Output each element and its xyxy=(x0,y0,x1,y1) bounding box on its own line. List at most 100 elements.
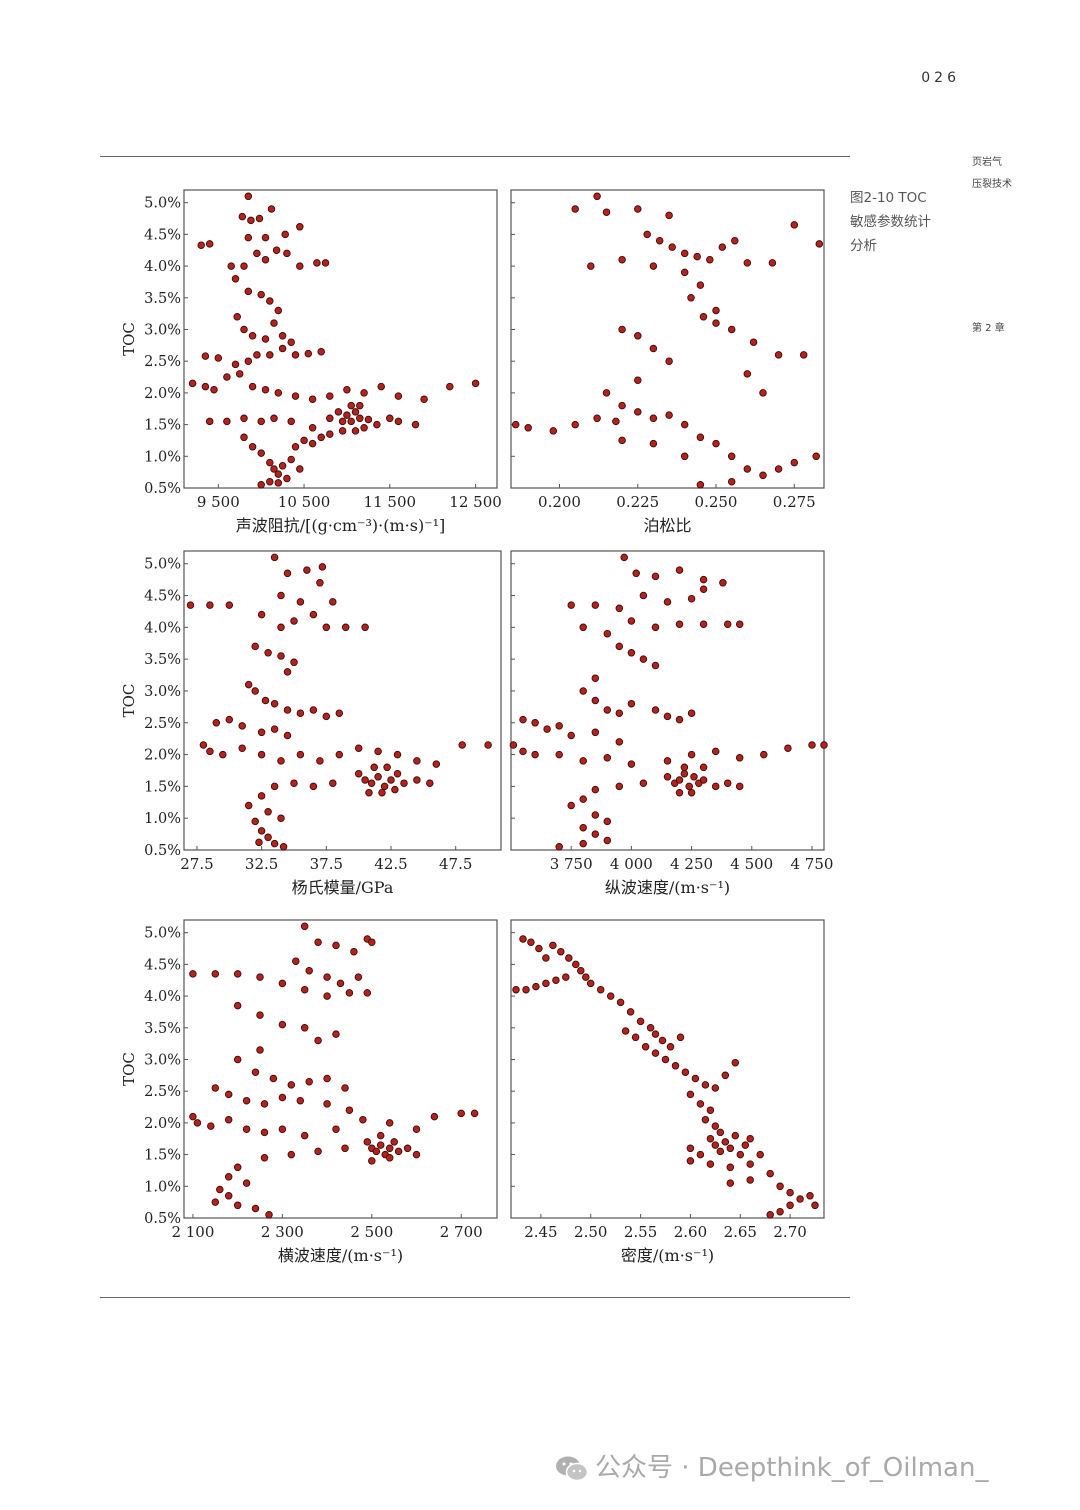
page-number: 026 xyxy=(921,70,960,86)
scatter-point xyxy=(351,408,360,416)
scatter-point xyxy=(676,1033,685,1042)
scatter-point xyxy=(651,1049,660,1057)
scatter-point xyxy=(341,1084,349,1092)
scatter-point xyxy=(274,306,283,315)
y-axis-label: TOC xyxy=(120,684,138,718)
scatter-point xyxy=(412,1125,421,1133)
y-tick-label: 1.5% xyxy=(144,779,181,795)
scatter-plot-youngs: 0.5% 1.0% 1.5% 2.0% 2.5% 3.0% 3.5% 4.0% 4.5% 5.0%… xyxy=(120,550,502,897)
scatter-point xyxy=(391,785,399,794)
figure-caption: 图2-10 TOC 敏感参数统计 分析 xyxy=(850,186,950,258)
scatter-point xyxy=(296,465,304,473)
scatter-point xyxy=(257,750,266,759)
scatter-point xyxy=(287,417,295,426)
scatter-point xyxy=(322,712,331,721)
y-tick-label: 1.5% xyxy=(144,418,181,434)
scatter-point xyxy=(323,1074,331,1083)
scatter-point xyxy=(711,1084,720,1092)
scatter-point xyxy=(292,957,300,965)
scatter-point xyxy=(287,1150,296,1159)
scatter-point xyxy=(244,192,253,201)
scatter-point xyxy=(251,1068,260,1076)
scatter-point xyxy=(413,757,421,765)
scatter-point xyxy=(303,566,311,574)
scatter-point xyxy=(383,763,391,772)
scatter-point xyxy=(743,465,752,473)
scatter-point xyxy=(701,1115,710,1124)
scatter-point xyxy=(224,1173,233,1181)
scatter-point xyxy=(687,709,696,717)
scatter-point xyxy=(277,591,285,600)
scatter-point xyxy=(519,747,527,756)
scatter-point xyxy=(759,389,767,397)
scatter-point xyxy=(305,966,313,975)
scatter-point xyxy=(270,553,279,562)
scatter-point xyxy=(283,731,292,740)
scatter-point xyxy=(799,351,808,359)
x-tick-label: 9 500 xyxy=(197,493,240,511)
scatter-point xyxy=(244,801,253,810)
scatter-point xyxy=(562,973,570,981)
scatter-point xyxy=(370,763,378,772)
y-tick-label: 4.0% xyxy=(144,620,181,636)
scatter-point xyxy=(685,782,693,791)
x-tick-label: 2 300 xyxy=(261,1223,304,1241)
scatter-point xyxy=(555,750,563,759)
x-tick-label: 4 250 xyxy=(670,855,713,873)
scatter-point xyxy=(257,417,265,426)
scatter-point xyxy=(411,420,420,429)
scatter-point xyxy=(593,192,601,201)
scatter-point xyxy=(308,439,317,448)
running-header: 页岩气 压裂技术 xyxy=(972,152,1012,196)
x-axis-label: 密度/(m·s⁻¹) xyxy=(621,1246,714,1265)
x-tick-label: 2.45 xyxy=(524,1223,557,1241)
scatter-point xyxy=(555,843,563,851)
y-tick-label: 2.0% xyxy=(144,748,181,764)
scatter-point xyxy=(199,741,208,749)
scatter-point xyxy=(296,750,305,759)
scatter-point xyxy=(314,1147,322,1156)
scatter-point xyxy=(668,243,676,251)
scatter-point xyxy=(512,985,520,994)
y-tick-label: 2.5% xyxy=(144,716,181,732)
scatter-point xyxy=(631,1033,640,1042)
scatter-point xyxy=(615,782,624,791)
scatter-point xyxy=(300,922,309,931)
scatter-point xyxy=(557,947,565,956)
scatter-point xyxy=(603,629,612,638)
scatter-point xyxy=(283,249,291,258)
plot-frame xyxy=(183,919,498,1219)
scatter-point xyxy=(260,1154,269,1162)
scatter-point xyxy=(270,465,278,473)
scatter-point xyxy=(626,1008,635,1016)
scatter-point xyxy=(290,658,298,667)
scatter-point xyxy=(712,306,720,315)
scatter-point xyxy=(265,1211,273,1219)
scatter-point xyxy=(189,970,197,978)
scatter-point xyxy=(261,385,270,394)
scatter-point xyxy=(634,376,642,384)
scatter-point xyxy=(361,623,369,632)
scatter-point xyxy=(318,563,327,571)
scatter-point xyxy=(531,750,539,759)
scatter-point xyxy=(681,1068,690,1076)
scatter-point xyxy=(211,1198,220,1206)
scatter-point xyxy=(579,623,587,632)
scatter-point xyxy=(266,297,274,305)
scatter-point xyxy=(579,757,587,765)
scatter-point xyxy=(535,944,543,953)
scatter-point xyxy=(197,241,205,249)
scatter-point xyxy=(680,769,689,778)
scatter-point xyxy=(377,382,385,391)
scatter-point xyxy=(233,1055,242,1064)
scatter-point xyxy=(696,481,705,489)
scatter-point xyxy=(224,1115,233,1124)
scatter-point xyxy=(711,1141,720,1149)
scatter-point xyxy=(345,1106,354,1114)
scatter-point xyxy=(567,601,575,609)
scatter-point xyxy=(675,566,684,574)
scatter-point xyxy=(256,1046,264,1054)
scatter-point xyxy=(663,773,672,781)
scatter-point xyxy=(378,788,386,797)
scatter-point xyxy=(274,470,283,478)
